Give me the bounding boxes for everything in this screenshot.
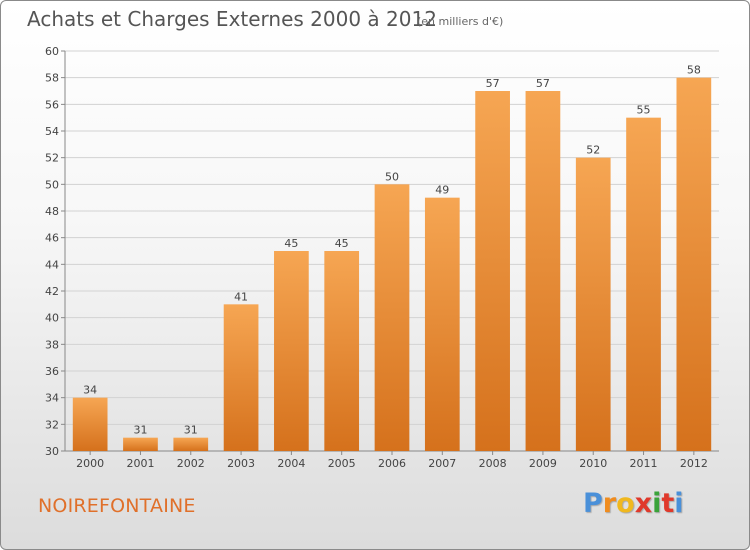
x-tick-label: 2001 (126, 457, 154, 470)
logo-letter: i (652, 488, 662, 519)
data-label: 58 (687, 64, 701, 77)
x-tick-label: 2002 (177, 457, 205, 470)
x-tick-label: 2011 (630, 457, 658, 470)
data-label: 52 (586, 144, 600, 157)
y-tick-label: 40 (45, 312, 59, 325)
x-tick-label: 2005 (328, 457, 356, 470)
data-label: 49 (435, 184, 449, 197)
x-tick-label: 2000 (76, 457, 104, 470)
logo-letter: o (616, 488, 635, 519)
data-label: 31 (184, 424, 198, 437)
commune-name: NOIREFONTAINE (38, 495, 196, 517)
logo-letter: i (674, 488, 684, 519)
proxiti-logo: Proxiti (583, 488, 684, 519)
data-label: 57 (486, 77, 500, 90)
bar (475, 91, 510, 451)
bar (626, 117, 661, 452)
y-tick-label: 30 (45, 445, 59, 458)
data-label: 34 (83, 384, 97, 397)
bar (676, 77, 712, 452)
y-tick-label: 36 (45, 365, 59, 378)
bar (575, 157, 611, 451)
data-label: 45 (335, 237, 349, 250)
y-tick-label: 48 (45, 205, 59, 218)
bar (424, 197, 460, 451)
chart-title: Achats et Charges Externes 2000 à 2012 (27, 7, 437, 31)
x-tick-label: 2009 (529, 457, 557, 470)
y-tick-label: 60 (45, 45, 59, 58)
bar (525, 91, 561, 451)
x-tick-label: 2004 (277, 457, 305, 470)
bar (324, 251, 360, 451)
data-label: 31 (133, 424, 147, 437)
bar (123, 437, 158, 451)
y-tick-label: 34 (45, 392, 59, 405)
x-tick-label: 2007 (428, 457, 456, 470)
logo-letter: t (661, 488, 675, 519)
logo-letter: x (634, 488, 653, 519)
data-label: 50 (385, 170, 399, 183)
y-tick-label: 46 (45, 232, 59, 245)
bars (72, 77, 712, 452)
data-label: 45 (284, 237, 298, 250)
y-tick-label: 54 (45, 125, 59, 138)
bar (72, 397, 108, 451)
x-tick-label: 2012 (680, 457, 708, 470)
x-tick-label: 2008 (479, 457, 507, 470)
data-labels: 34 31 31 41 45 45 50 49 57 57 52 55 58 (83, 64, 701, 437)
bar (173, 437, 209, 451)
y-tick-label: 44 (45, 258, 59, 271)
logo-letter: P (583, 488, 603, 519)
bar (223, 304, 259, 451)
y-tick-label: 52 (45, 152, 59, 165)
bar (374, 184, 410, 452)
data-label: 55 (637, 104, 651, 117)
y-tick-label: 58 (45, 72, 59, 85)
data-label: 57 (536, 77, 550, 90)
data-label: 41 (234, 290, 248, 303)
x-tick-label: 2010 (579, 457, 607, 470)
x-tick-label: 2006 (378, 457, 406, 470)
y-tick-label: 50 (45, 178, 59, 191)
y-tick-label: 32 (45, 418, 59, 431)
logo-letter: r (602, 488, 617, 519)
y-tick-label: 38 (45, 338, 59, 351)
chart-subtitle: (en milliers d'€) (417, 15, 504, 28)
y-tick-label: 56 (45, 98, 59, 111)
x-tick-label: 2003 (227, 457, 255, 470)
y-tick-label: 42 (45, 285, 59, 298)
bar (274, 251, 309, 451)
